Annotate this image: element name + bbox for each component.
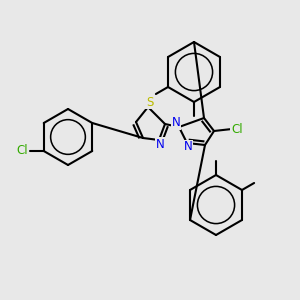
Text: N: N: [156, 137, 164, 151]
Text: N: N: [172, 116, 180, 130]
Text: N: N: [184, 140, 192, 154]
Text: Cl: Cl: [16, 145, 28, 158]
Text: S: S: [146, 95, 154, 109]
Text: Cl: Cl: [231, 123, 243, 136]
